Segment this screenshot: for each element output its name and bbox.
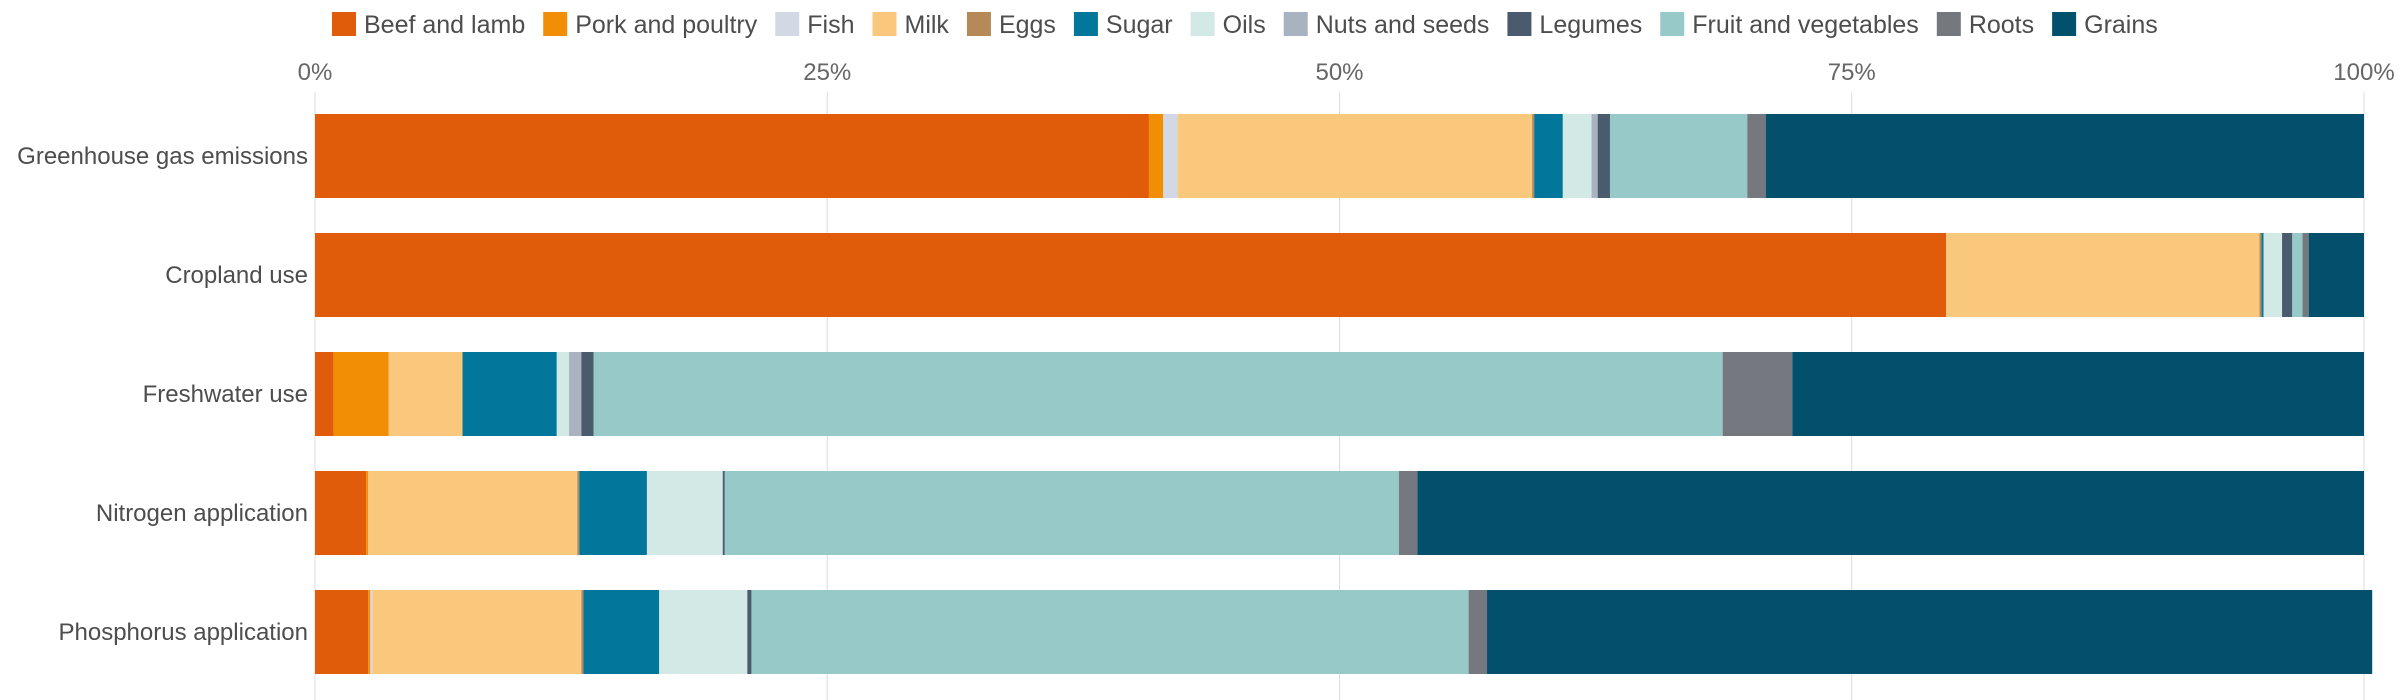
bar-segment xyxy=(315,114,1149,198)
bar-segment xyxy=(370,590,373,674)
bar-segment xyxy=(2263,233,2283,317)
bar-segment xyxy=(368,590,371,674)
legend-swatch xyxy=(1190,12,1215,36)
bar-segment xyxy=(1609,114,1748,198)
bar-segment xyxy=(1747,114,1766,198)
bar-segment xyxy=(315,233,1947,317)
bar-segment xyxy=(1532,114,1535,198)
bar-segment xyxy=(2292,233,2303,317)
bar-segment xyxy=(646,471,723,555)
category-label: Greenhouse gas emissions xyxy=(17,143,308,170)
category-label: Nitrogen application xyxy=(96,500,308,527)
bar-segment xyxy=(1591,114,1598,198)
bar-segment xyxy=(583,590,660,674)
bar-segment xyxy=(581,590,584,674)
bar-segment xyxy=(1398,471,1418,555)
legend-swatch xyxy=(1660,12,1685,36)
legend-label: Milk xyxy=(905,11,950,39)
legend-swatch xyxy=(1936,12,1961,36)
x-tick-label: 100% xyxy=(2333,59,2394,86)
legend-label: Eggs xyxy=(999,11,1056,39)
bar-segment xyxy=(1163,114,1178,198)
bar-segment xyxy=(577,471,580,555)
bar-segment xyxy=(333,352,389,436)
bar-segment xyxy=(368,471,578,555)
bar-segment xyxy=(1722,352,1793,436)
bar-segment xyxy=(315,352,334,436)
x-tick-label: 25% xyxy=(803,59,851,86)
bar-segment xyxy=(1597,114,1610,198)
bar-segment xyxy=(556,352,570,436)
bar-segment xyxy=(1792,352,2364,436)
legend-swatch xyxy=(543,12,568,36)
bar-segment xyxy=(2259,233,2262,317)
bar-segment xyxy=(388,352,463,436)
legend-label: Pork and poultry xyxy=(575,11,758,39)
bar-segment xyxy=(1765,114,2364,198)
x-tick-label: 75% xyxy=(1828,59,1876,86)
legend-label: Roots xyxy=(1969,11,2034,39)
bar-segment xyxy=(2261,233,2264,317)
legend-swatch xyxy=(966,12,991,36)
bar-segment xyxy=(1946,233,2260,317)
legend-swatch xyxy=(1283,12,1308,36)
bar-segment xyxy=(579,471,647,555)
x-tick-label: 0% xyxy=(298,59,333,86)
bar-segment xyxy=(366,471,369,555)
bar-segment xyxy=(372,590,582,674)
bar-segment xyxy=(462,352,557,436)
bar-segment xyxy=(1177,114,1533,198)
category-label: Cropland use xyxy=(165,262,308,289)
legend-label: Sugar xyxy=(1106,11,1173,39)
bar-segment xyxy=(747,590,752,674)
category-label: Freshwater use xyxy=(143,381,308,408)
bar-segment xyxy=(1417,471,2364,555)
bar-segment xyxy=(1562,114,1592,198)
bar-segment xyxy=(1534,114,1563,198)
legend-label: Grains xyxy=(2084,11,2158,39)
bar-segment xyxy=(2308,233,2364,317)
bar-segment xyxy=(2282,233,2293,317)
legend-swatch xyxy=(332,12,356,36)
bar-segment xyxy=(581,352,594,436)
legend-swatch xyxy=(775,12,800,36)
x-tick-label: 50% xyxy=(1315,59,1363,86)
legend-label: Legumes xyxy=(1539,11,1642,39)
bar-segment xyxy=(1487,590,2373,674)
legend-label: Nuts and seeds xyxy=(1316,11,1490,39)
legend-swatch xyxy=(872,12,897,36)
bar-segment xyxy=(2302,233,2309,317)
bar-segment xyxy=(722,471,725,555)
bar-segment xyxy=(1148,114,1164,198)
legend-label: Beef and lamb xyxy=(364,11,525,39)
legend-swatch xyxy=(2052,12,2077,36)
bar-segment xyxy=(724,471,1399,555)
bar-segment xyxy=(593,352,1723,436)
legend-swatch xyxy=(1507,12,1532,36)
bar-segment xyxy=(751,590,1469,674)
bar-segment xyxy=(659,590,748,674)
bar-segment xyxy=(315,471,367,555)
bar-segment xyxy=(569,352,582,436)
bar-segment xyxy=(315,590,369,674)
legend-label: Fish xyxy=(807,11,854,39)
legend-label: Oils xyxy=(1223,11,1266,39)
legend-label: Fruit and vegetables xyxy=(1692,11,1919,39)
legend-swatch xyxy=(1073,12,1098,36)
bar-segment xyxy=(1468,590,1488,674)
category-label: Phosphorus application xyxy=(58,619,308,646)
